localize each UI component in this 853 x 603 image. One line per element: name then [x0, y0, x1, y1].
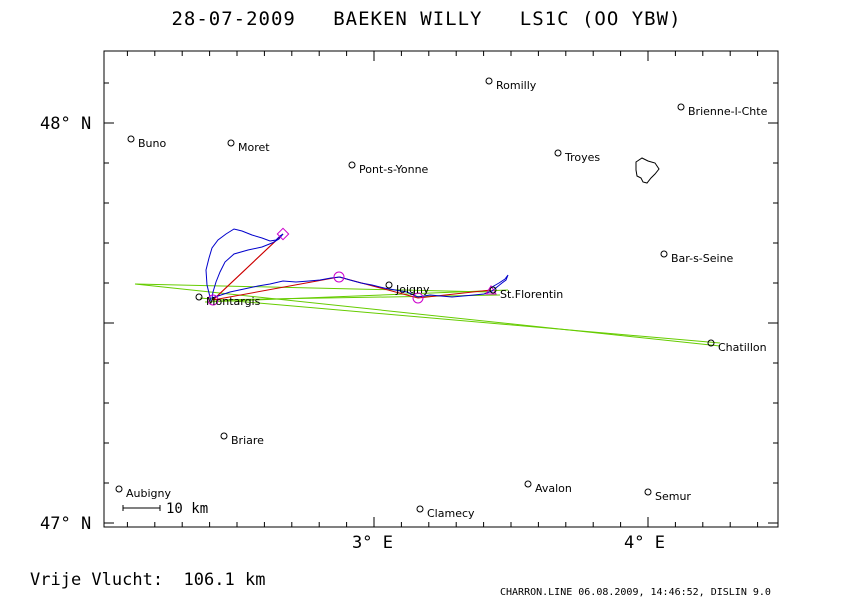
city-marker: [489, 286, 497, 294]
city-marker: [660, 250, 668, 258]
city-label: Moret: [238, 141, 270, 154]
flight-date: 28-07-2009: [171, 8, 296, 30]
turnpoint-marker: [412, 292, 424, 304]
lat-label-47: 47° N: [40, 514, 92, 534]
flight-track: [205, 228, 509, 302]
city-label: Briare: [231, 434, 264, 447]
city-label: St.Florentin: [500, 288, 563, 301]
city-label: Romilly: [496, 79, 537, 92]
scale-label: 10 km: [166, 501, 208, 517]
city-label: Buno: [138, 137, 166, 150]
city-marker: [348, 161, 356, 169]
distance-value: 106.1 km: [183, 570, 266, 590]
city-marker: [220, 432, 228, 440]
city-markers: Romilly Brienne-l-Chte Buno Moret Pont-s-Yon…: [115, 77, 768, 520]
city-marker: [115, 485, 123, 493]
lake-shape: [635, 157, 660, 184]
pilot-name: BAEKEN WILLY: [333, 8, 483, 30]
city-label: Clamecy: [427, 507, 475, 520]
axis-ticks: [104, 51, 778, 527]
flight-markers: [207, 227, 497, 306]
city-label: Aubigny: [126, 487, 171, 500]
distance-summary: Vrije Vlucht: 106.1 km: [30, 570, 265, 590]
city-marker: [385, 281, 393, 289]
city-marker: [644, 488, 652, 496]
city-marker: [485, 77, 493, 85]
city-marker: [677, 103, 685, 111]
city-label: Pont-s-Yonne: [359, 163, 429, 176]
scale-bar: [122, 505, 161, 511]
task-route: [212, 233, 492, 301]
city-marker: [127, 135, 135, 143]
distance-label: Vrije Vlucht:: [30, 570, 164, 590]
city-label: Brienne-l-Chte: [688, 105, 768, 118]
city-marker: [707, 339, 715, 347]
city-label: Semur: [655, 490, 691, 503]
flight-title: 28-07-2009 BAEKEN WILLY LS1C (OO YBW): [0, 8, 853, 30]
city-label: Bar-s-Seine: [671, 252, 734, 265]
lat-label-48: 48° N: [40, 114, 92, 134]
lon-label-4e: 4° E: [624, 533, 665, 553]
diamond-marker: [276, 227, 290, 241]
city-label: Avalon: [535, 482, 572, 495]
glider-name: LS1C (OO YBW): [519, 8, 682, 30]
sector-lines: [134, 283, 721, 347]
program-info: CHARRON.LINE 06.08.2009, 14:46:52, DISLI…: [500, 587, 771, 598]
city-marker: [227, 139, 235, 147]
map-frame: [103, 50, 779, 528]
city-label: Chatillon: [718, 341, 767, 354]
city-marker: [554, 149, 562, 157]
city-label: Troyes: [564, 151, 600, 164]
turnpoint-marker: [333, 271, 345, 283]
finish-triangle: [485, 285, 497, 295]
lon-label-3e: 3° E: [352, 533, 393, 553]
start-marker: [207, 294, 219, 306]
city-marker: [416, 505, 424, 513]
city-marker: [195, 293, 203, 301]
city-label: Joigny: [395, 283, 430, 296]
city-marker: [524, 480, 532, 488]
city-label: Montargis: [206, 295, 261, 308]
